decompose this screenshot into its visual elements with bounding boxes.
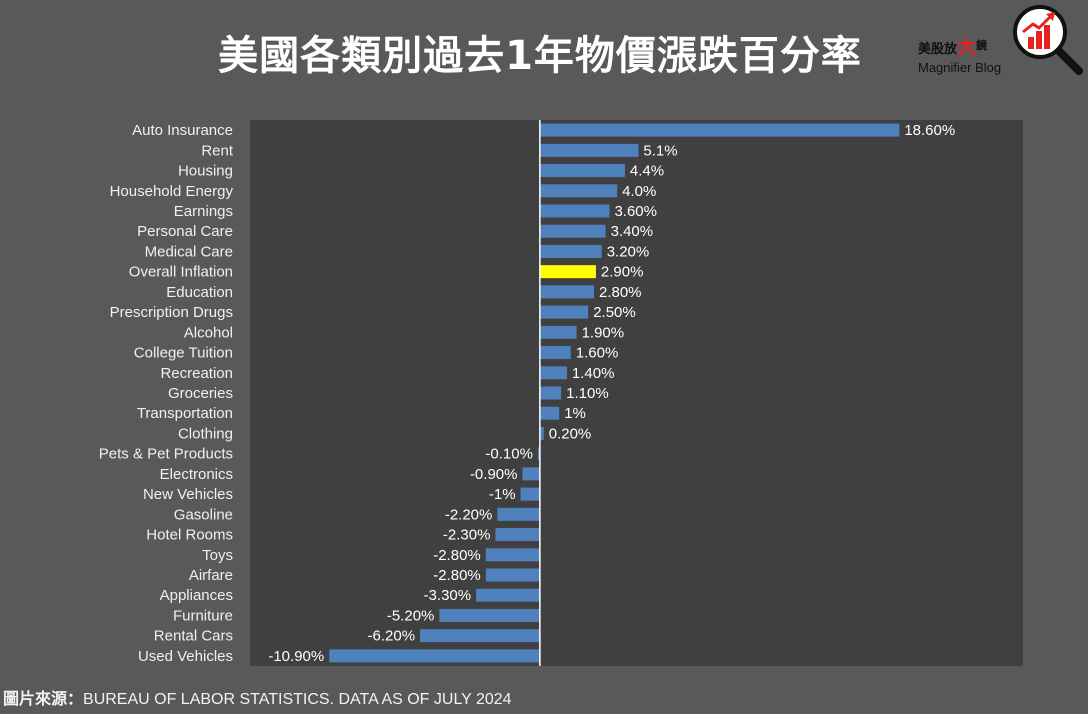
data-label-rent: 5.1% [643, 142, 677, 159]
data-label-alcohol: 1.90% [582, 324, 625, 341]
category-label-housing: Housing [178, 163, 233, 180]
category-label-alcohol: Alcohol [184, 324, 233, 341]
bar-household-energy [539, 184, 618, 198]
bar-recreation [539, 366, 567, 380]
data-label-gasoline: -2.20% [445, 506, 493, 523]
category-label-airfare: Airfare [189, 567, 233, 584]
category-label-rent: Rent [201, 142, 234, 159]
chart-marks: Auto Insurance 18.60% Rent 5.1% Housing 4.4% H… [99, 122, 955, 665]
data-label-housing: 4.4% [630, 163, 664, 180]
data-label-appliances: -3.30% [424, 587, 472, 604]
data-label-used-vehicles: -10.90% [268, 648, 324, 665]
bar-education [539, 285, 594, 299]
bar-college-tuition [539, 346, 571, 360]
bar-electronics [522, 467, 540, 481]
plot-area [250, 120, 1023, 666]
category-label-auto-insurance: Auto Insurance [132, 122, 233, 139]
data-label-toys: -2.80% [433, 547, 481, 564]
logo-wordmark: 美股放大鏡 [918, 36, 987, 61]
bar-earnings [539, 204, 610, 218]
bar-appliances [476, 588, 540, 602]
bar-furniture [439, 608, 540, 622]
bar-gasoline [497, 507, 540, 521]
data-label-electronics: -0.90% [470, 466, 518, 483]
page-title: 美國各類別過去1年物價漲跌百分率 [218, 33, 862, 79]
data-label-groceries: 1.10% [566, 385, 609, 402]
category-label-gasoline: Gasoline [174, 506, 233, 523]
category-label-clothing: Clothing [178, 425, 233, 442]
data-label-hotel-rooms: -2.30% [443, 527, 491, 544]
category-label-hotel-rooms: Hotel Rooms [146, 527, 233, 544]
bar-personal-care [539, 224, 606, 238]
category-label-pets-and-pet-products: Pets & Pet Products [99, 446, 233, 463]
bar-used-vehicles [329, 649, 540, 663]
data-label-household-energy: 4.0% [622, 183, 656, 200]
bar-hotel-rooms [495, 528, 540, 542]
category-label-transportation: Transportation [137, 405, 233, 422]
category-label-electronics: Electronics [160, 466, 233, 483]
source-label: 圖片來源： [3, 689, 84, 708]
bar-clothing [539, 426, 544, 440]
category-label-household-energy: Household Energy [110, 183, 234, 200]
data-label-airfare: -2.80% [433, 567, 481, 584]
bar-airfare [485, 568, 540, 582]
data-label-furniture: -5.20% [387, 607, 435, 624]
bar-rent [539, 143, 639, 157]
data-label-auto-insurance: 18.60% [904, 122, 955, 139]
logo-text-end: 鏡 [976, 39, 988, 52]
source-note: 圖片來源：BUREAU OF LABOR STATISTICS. DATA AS… [3, 688, 512, 711]
data-label-clothing: 0.20% [549, 425, 592, 442]
category-label-groceries: Groceries [168, 385, 233, 402]
source-text: BUREAU OF LABOR STATISTICS. DATA AS OF J… [83, 691, 512, 708]
data-label-rental-cars: -6.20% [368, 628, 416, 645]
category-label-college-tuition: College Tuition [134, 345, 233, 362]
category-label-used-vehicles: Used Vehicles [138, 648, 233, 665]
category-label-toys: Toys [202, 547, 233, 564]
category-label-earnings: Earnings [174, 203, 233, 220]
category-label-furniture: Furniture [173, 607, 233, 624]
logo-subtitle: Magnifier Blog [918, 60, 1002, 75]
data-label-pets-and-pet-products: -0.10% [485, 446, 533, 463]
logo-text-accent: 大 [957, 36, 977, 58]
category-label-personal-care: Personal Care [137, 223, 233, 240]
category-label-education: Education [166, 284, 233, 301]
logo-text-start: 美股放 [918, 42, 958, 57]
magnifier-chart-icon [1013, 5, 1083, 75]
category-label-rental-cars: Rental Cars [154, 628, 233, 645]
data-label-recreation: 1.40% [572, 365, 615, 382]
data-label-overall-inflation: 2.90% [601, 264, 644, 281]
bar-prescription-drugs [539, 305, 589, 319]
category-label-prescription-drugs: Prescription Drugs [110, 304, 233, 321]
bar-pets-and-pet-products [537, 447, 540, 461]
data-label-new-vehicles: -1% [489, 486, 516, 503]
data-label-transportation: 1% [564, 405, 586, 422]
bar-toys [485, 548, 540, 562]
data-label-college-tuition: 1.60% [576, 345, 619, 362]
category-label-medical-care: Medical Care [145, 243, 233, 260]
data-label-prescription-drugs: 2.50% [593, 304, 636, 321]
bar-auto-insurance [539, 123, 900, 137]
data-label-personal-care: 3.40% [611, 223, 654, 240]
bar-housing [539, 164, 625, 178]
bar-new-vehicles [520, 487, 540, 501]
category-label-appliances: Appliances [160, 587, 233, 604]
bar-transportation [539, 406, 560, 420]
bar-alcohol [539, 325, 577, 339]
bar-rental-cars [420, 629, 540, 643]
bar-groceries [539, 386, 562, 400]
data-label-medical-care: 3.20% [607, 243, 650, 260]
category-label-new-vehicles: New Vehicles [143, 486, 233, 503]
bar-medical-care [539, 244, 602, 258]
category-label-recreation: Recreation [160, 365, 233, 382]
category-label-overall-inflation: Overall Inflation [129, 264, 233, 281]
data-label-education: 2.80% [599, 284, 642, 301]
data-label-earnings: 3.60% [614, 203, 657, 220]
bar-overall-inflation [539, 265, 596, 279]
